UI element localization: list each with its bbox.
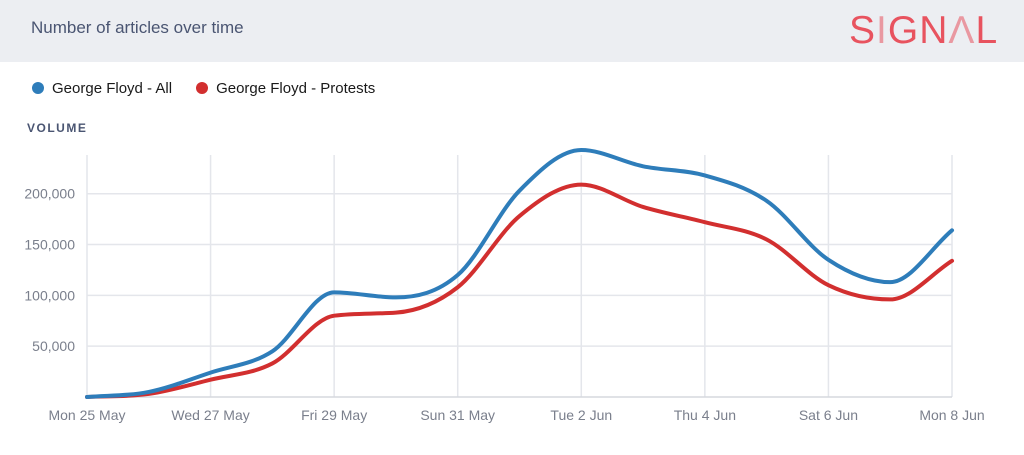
- legend-item-all[interactable]: George Floyd - All: [32, 80, 172, 97]
- x-tick-label: Mon 8 Jun: [919, 407, 984, 423]
- chart-title: Number of articles over time: [31, 18, 244, 37]
- signal-logo-text: SIGNΛL: [849, 9, 998, 52]
- signal-logo-letter: G: [887, 9, 920, 52]
- x-tick-label: Fri 29 May: [301, 407, 367, 423]
- x-axis-ticks: Mon 25 May Wed 27 May Fri 29 May Sun 31 May…: [48, 407, 984, 423]
- x-tick-label: Thu 4 Jun: [674, 407, 736, 423]
- x-tick-label: Wed 27 May: [171, 407, 249, 423]
- signal-logo: SIGNΛL: [849, 8, 998, 54]
- signal-logo-letter: S: [849, 9, 877, 52]
- series-line-all[interactable]: [85, 148, 954, 399]
- legend-item-protests[interactable]: George Floyd - Protests: [196, 80, 375, 97]
- series-line-protests[interactable]: [85, 182, 954, 399]
- x-tick-label: Sat 6 Jun: [799, 407, 858, 423]
- signal-logo-letter: L: [975, 9, 999, 52]
- y-axis-ticks: 50,000 100,000 150,000 200,000: [24, 186, 75, 354]
- signal-logo-letter: Λ: [948, 9, 976, 52]
- chart-header: Number of articles over time SIGNΛL: [0, 0, 1024, 62]
- legend-label-all: George Floyd - All: [52, 79, 173, 97]
- y-tick-label: 50,000: [32, 338, 75, 354]
- series-lines: [85, 148, 954, 399]
- chart-legend: George Floyd - All George Floyd - Protes…: [32, 78, 399, 98]
- legend-label-protests: George Floyd - Protests: [216, 79, 376, 97]
- x-tick-label: Mon 25 May: [48, 407, 125, 423]
- y-tick-label: 150,000: [24, 237, 75, 253]
- x-tick-label: Sun 31 May: [420, 407, 495, 423]
- x-tick-label: Tue 2 Jun: [550, 407, 612, 423]
- y-tick-label: 200,000: [24, 186, 75, 202]
- signal-logo-letter: N: [919, 9, 949, 52]
- y-axis-label: VOLUME: [27, 121, 88, 135]
- y-tick-label: 100,000: [24, 287, 75, 303]
- signal-logo-letter: I: [876, 9, 888, 52]
- legend-dot-all: [32, 82, 44, 94]
- legend-dot-protests: [196, 82, 209, 94]
